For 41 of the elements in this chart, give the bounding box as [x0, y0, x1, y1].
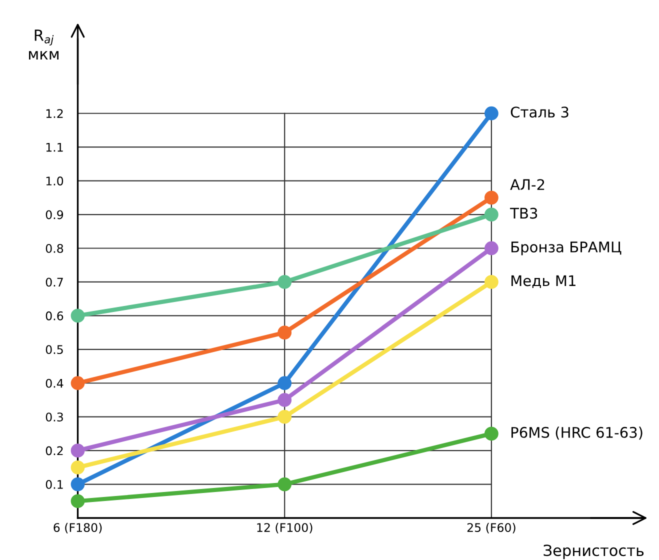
x-tick-label: 25 (F60)	[467, 522, 516, 534]
y-tick-label: 0.5	[46, 345, 63, 354]
y-tick-label: 1.0	[46, 176, 64, 186]
series-label: P6MS (HRC 61-63)	[511, 426, 642, 440]
point	[70, 308, 85, 323]
point	[484, 241, 498, 256]
y-tick-label: 0.9	[46, 210, 64, 220]
point	[484, 208, 498, 222]
point	[70, 376, 85, 390]
y-tick-label: 0.7	[46, 278, 63, 287]
y-tick-label: 0.4	[46, 378, 64, 388]
point	[278, 326, 292, 340]
series-label: Сталь 3	[510, 106, 568, 118]
y-axis-title: R$_{aj}$ мкм	[29, 30, 59, 60]
y-tick-label: 0.6	[46, 311, 64, 320]
series-label: АЛ-2	[510, 179, 544, 190]
point	[278, 393, 292, 407]
point	[484, 275, 498, 289]
y-tick-label: 0.2	[46, 446, 63, 456]
point	[278, 376, 292, 390]
point	[484, 426, 498, 441]
y-tick-label: 0.1	[46, 480, 63, 489]
point	[278, 477, 292, 492]
series-label: ТВ3	[510, 208, 538, 219]
point	[278, 410, 292, 424]
point	[70, 444, 85, 458]
series-label: Бронза БРАМЦ	[511, 242, 622, 256]
x-axis-title: Зернистость	[544, 544, 644, 560]
point	[484, 106, 498, 120]
x-tick-label: 12 (F100)	[257, 522, 312, 534]
point	[70, 477, 85, 492]
x-tick-label: 6 (F180)	[54, 522, 102, 534]
point	[278, 275, 292, 289]
point	[70, 494, 85, 508]
series-label: Медь М1	[511, 275, 576, 288]
point	[484, 190, 498, 205]
y-tick-label: 0.3	[46, 412, 63, 422]
y-tick-label: 1.1	[46, 142, 63, 152]
y-tick-label: 1.2	[46, 109, 63, 118]
point	[70, 460, 85, 474]
y-tick-label: 0.8	[46, 244, 64, 253]
